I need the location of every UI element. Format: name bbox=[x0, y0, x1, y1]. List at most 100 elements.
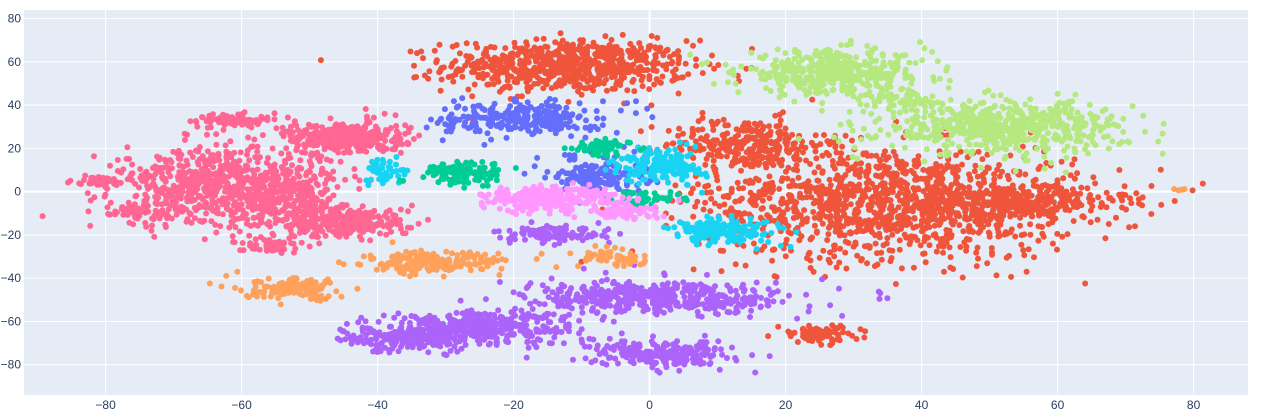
data-point bbox=[710, 157, 717, 164]
data-point bbox=[791, 198, 798, 205]
data-point bbox=[938, 174, 945, 181]
data-point bbox=[554, 80, 561, 87]
data-point bbox=[250, 214, 257, 221]
data-point bbox=[690, 266, 697, 273]
data-point bbox=[1086, 101, 1093, 108]
data-point bbox=[806, 55, 813, 61]
data-point bbox=[201, 236, 208, 243]
data-point bbox=[929, 189, 936, 196]
data-point bbox=[930, 168, 937, 175]
data-point bbox=[898, 265, 905, 272]
data-point bbox=[199, 153, 206, 160]
data-point bbox=[847, 37, 854, 44]
data-point bbox=[750, 240, 757, 247]
data-point bbox=[298, 149, 305, 156]
data-point bbox=[153, 196, 160, 203]
data-point bbox=[1023, 268, 1030, 275]
data-point bbox=[317, 57, 324, 64]
data-point bbox=[864, 152, 871, 159]
data-point bbox=[914, 91, 920, 98]
data-point bbox=[671, 51, 678, 58]
data-point bbox=[148, 227, 155, 234]
data-point bbox=[307, 190, 314, 197]
data-point bbox=[741, 121, 748, 128]
data-point bbox=[1078, 184, 1085, 191]
data-point bbox=[159, 174, 166, 181]
data-point bbox=[920, 166, 927, 173]
data-point bbox=[654, 34, 661, 41]
data-point bbox=[217, 171, 224, 178]
data-point bbox=[445, 74, 452, 80]
data-point bbox=[175, 176, 182, 183]
data-point bbox=[162, 156, 168, 163]
data-point bbox=[753, 151, 760, 158]
data-point bbox=[690, 42, 696, 49]
data-point bbox=[650, 60, 657, 67]
data-point bbox=[782, 168, 789, 175]
data-point bbox=[1105, 221, 1112, 227]
data-point bbox=[185, 189, 192, 196]
data-point bbox=[907, 194, 913, 201]
data-point bbox=[889, 64, 896, 70]
data-point bbox=[523, 39, 530, 46]
data-point bbox=[624, 87, 631, 94]
data-point bbox=[790, 166, 797, 173]
data-point bbox=[747, 153, 754, 159]
data-point bbox=[863, 220, 870, 227]
data-point bbox=[791, 98, 798, 105]
data-point bbox=[893, 173, 900, 180]
data-point bbox=[449, 43, 456, 50]
data-point bbox=[672, 66, 679, 73]
data-point bbox=[690, 213, 697, 220]
data-point bbox=[952, 178, 959, 185]
data-point bbox=[977, 164, 984, 171]
data-point bbox=[728, 185, 735, 192]
data-point bbox=[996, 189, 1003, 196]
data-point bbox=[273, 125, 280, 132]
data-point bbox=[715, 62, 722, 68]
data-point bbox=[821, 132, 827, 138]
data-point bbox=[1189, 187, 1196, 194]
data-point bbox=[939, 235, 946, 242]
data-point bbox=[860, 80, 867, 87]
data-point bbox=[245, 134, 252, 141]
data-point bbox=[210, 164, 217, 171]
data-point bbox=[891, 225, 898, 232]
data-point bbox=[889, 231, 896, 238]
data-point bbox=[769, 247, 776, 253]
data-point bbox=[627, 62, 634, 69]
data-point bbox=[235, 185, 241, 192]
data-point bbox=[156, 164, 163, 171]
data-point bbox=[929, 213, 936, 220]
data-point bbox=[226, 224, 233, 231]
data-point bbox=[1075, 199, 1082, 206]
data-point bbox=[756, 128, 763, 135]
data-point bbox=[407, 48, 414, 55]
data-point bbox=[537, 54, 544, 61]
data-point bbox=[1041, 165, 1048, 172]
data-point bbox=[985, 165, 992, 172]
data-point bbox=[950, 266, 957, 272]
data-point bbox=[138, 176, 145, 183]
data-point bbox=[556, 53, 563, 60]
data-point bbox=[1047, 105, 1053, 112]
data-point bbox=[1106, 116, 1113, 123]
data-point bbox=[532, 56, 539, 62]
data-point bbox=[578, 91, 585, 98]
data-point bbox=[627, 40, 634, 47]
data-point bbox=[834, 193, 841, 200]
data-point bbox=[478, 59, 485, 65]
data-point bbox=[857, 187, 864, 194]
data-point bbox=[864, 43, 871, 49]
data-point bbox=[341, 139, 348, 146]
data-point bbox=[1101, 134, 1107, 141]
data-point bbox=[971, 117, 978, 124]
data-point bbox=[813, 228, 820, 235]
data-point bbox=[695, 118, 702, 125]
data-point bbox=[192, 181, 198, 188]
data-point bbox=[867, 203, 873, 209]
data-point bbox=[643, 60, 650, 66]
data-point bbox=[711, 65, 718, 72]
data-point bbox=[1034, 131, 1041, 138]
data-point bbox=[936, 75, 943, 82]
